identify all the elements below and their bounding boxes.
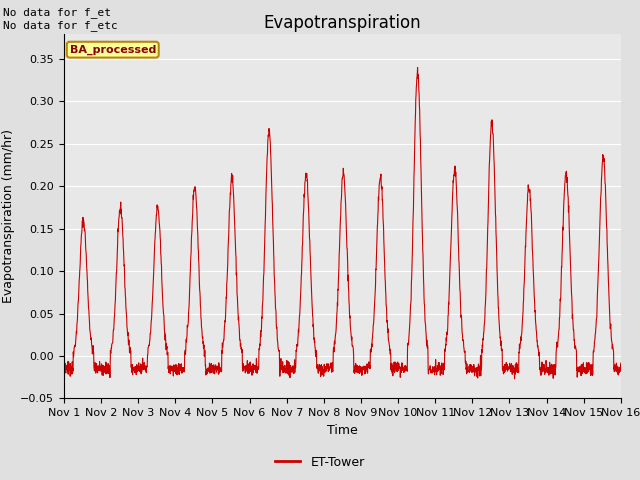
Legend: ET-Tower: ET-Tower — [270, 451, 370, 474]
Text: BA_processed: BA_processed — [70, 45, 156, 55]
Text: No data for f_et
No data for f_etc: No data for f_et No data for f_etc — [3, 7, 118, 31]
Title: Evapotranspiration: Evapotranspiration — [264, 14, 421, 32]
Y-axis label: Evapotranspiration (mm/hr): Evapotranspiration (mm/hr) — [2, 129, 15, 303]
X-axis label: Time: Time — [327, 424, 358, 437]
